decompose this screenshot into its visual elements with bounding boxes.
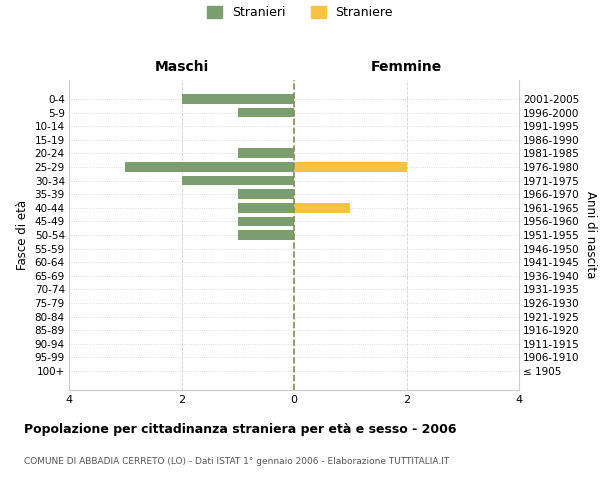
Bar [238,230,294,240]
Bar [238,148,294,158]
Bar [294,203,350,212]
Text: Popolazione per cittadinanza straniera per età e sesso - 2006: Popolazione per cittadinanza straniera p… [24,422,457,436]
Bar [238,203,294,212]
Bar [238,108,294,118]
Bar [238,190,294,199]
Text: Maschi: Maschi [154,60,209,74]
Text: COMUNE DI ABBADIA CERRETO (LO) - Dati ISTAT 1° gennaio 2006 - Elaborazione TUTTI: COMUNE DI ABBADIA CERRETO (LO) - Dati IS… [24,458,449,466]
Y-axis label: Anni di nascita: Anni di nascita [584,192,596,278]
Bar [238,216,294,226]
Bar [125,162,294,172]
Bar [294,162,407,172]
Legend: Stranieri, Straniere: Stranieri, Straniere [207,6,393,20]
Text: Femmine: Femmine [371,60,442,74]
Bar [182,94,294,104]
Y-axis label: Fasce di età: Fasce di età [16,200,29,270]
Bar [182,176,294,186]
